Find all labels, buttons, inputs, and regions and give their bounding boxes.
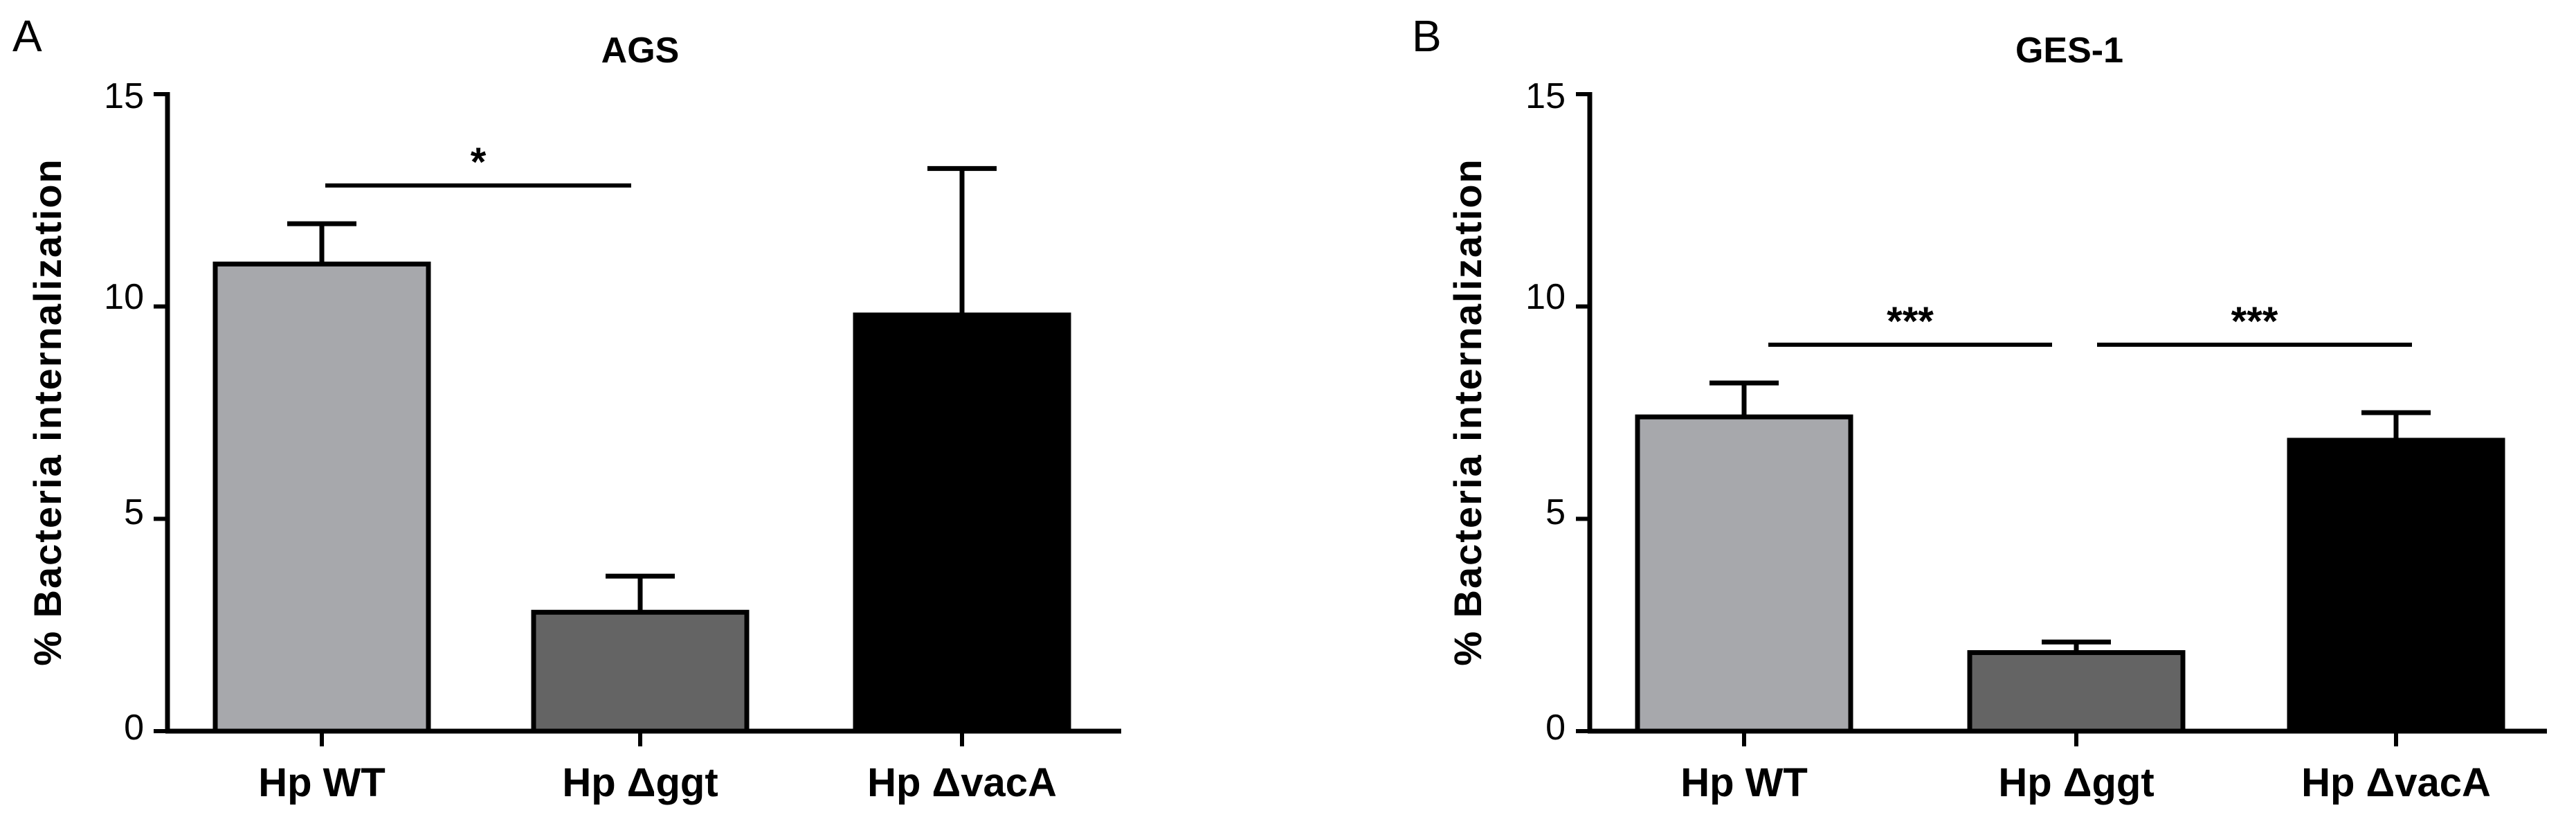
x-category-label: Hp Δggt xyxy=(1998,760,2154,805)
y-tick-labels: 0 5 10 15 xyxy=(104,76,144,748)
chart-title: GES-1 xyxy=(2015,30,2123,71)
y-axis-title: % Bacteria internalization xyxy=(26,158,69,666)
chart-title: AGS xyxy=(601,30,680,71)
y-tick-label: 10 xyxy=(1525,277,1566,317)
y-tick-label: 0 xyxy=(1545,708,1566,748)
significance-label: *** xyxy=(1887,299,1934,344)
bar xyxy=(212,261,431,734)
x-category-label: Hp WT xyxy=(1680,760,1808,805)
bar xyxy=(531,609,750,734)
x-category-label: Hp Δggt xyxy=(562,760,718,805)
y-tick-label: 0 xyxy=(124,708,144,748)
chart-marks xyxy=(1576,92,2547,746)
y-tick-label: 15 xyxy=(104,76,144,116)
panel-letter: B xyxy=(1412,11,1442,61)
bar xyxy=(1635,414,1853,734)
x-category-label: Hp ΔvacA xyxy=(867,760,1057,805)
y-tick-label: 5 xyxy=(124,492,144,532)
x-category-labels: Hp WT Hp Δggt Hp ΔvacA xyxy=(258,760,1057,805)
chart-marks xyxy=(154,92,1121,746)
chart-panel-a: A AGS % Bacteria internalization 0 5 10 … xyxy=(12,11,1121,805)
x-category-labels: Hp WT Hp Δggt Hp ΔvacA xyxy=(1680,760,2491,805)
significance-label: * xyxy=(471,140,487,185)
chart-panel-b: B GES-1 % Bacteria internalization 0 5 1… xyxy=(1412,11,2547,805)
significance-labels: *** *** xyxy=(1887,299,2278,344)
bar xyxy=(2287,438,2505,734)
y-tick-label: 10 xyxy=(104,277,144,317)
y-tick-label: 5 xyxy=(1545,492,1566,532)
significance-label: *** xyxy=(2231,299,2278,344)
bar xyxy=(853,312,1071,734)
y-axis-title: % Bacteria internalization xyxy=(1446,158,1489,666)
bar xyxy=(1967,650,2186,734)
panel-letter: A xyxy=(12,11,42,61)
y-tick-label: 15 xyxy=(1525,76,1566,116)
x-category-label: Hp WT xyxy=(258,760,386,805)
y-tick-labels: 0 5 10 15 xyxy=(1525,76,1566,748)
significance-labels: * xyxy=(471,140,487,185)
x-category-label: Hp ΔvacA xyxy=(2301,760,2491,805)
